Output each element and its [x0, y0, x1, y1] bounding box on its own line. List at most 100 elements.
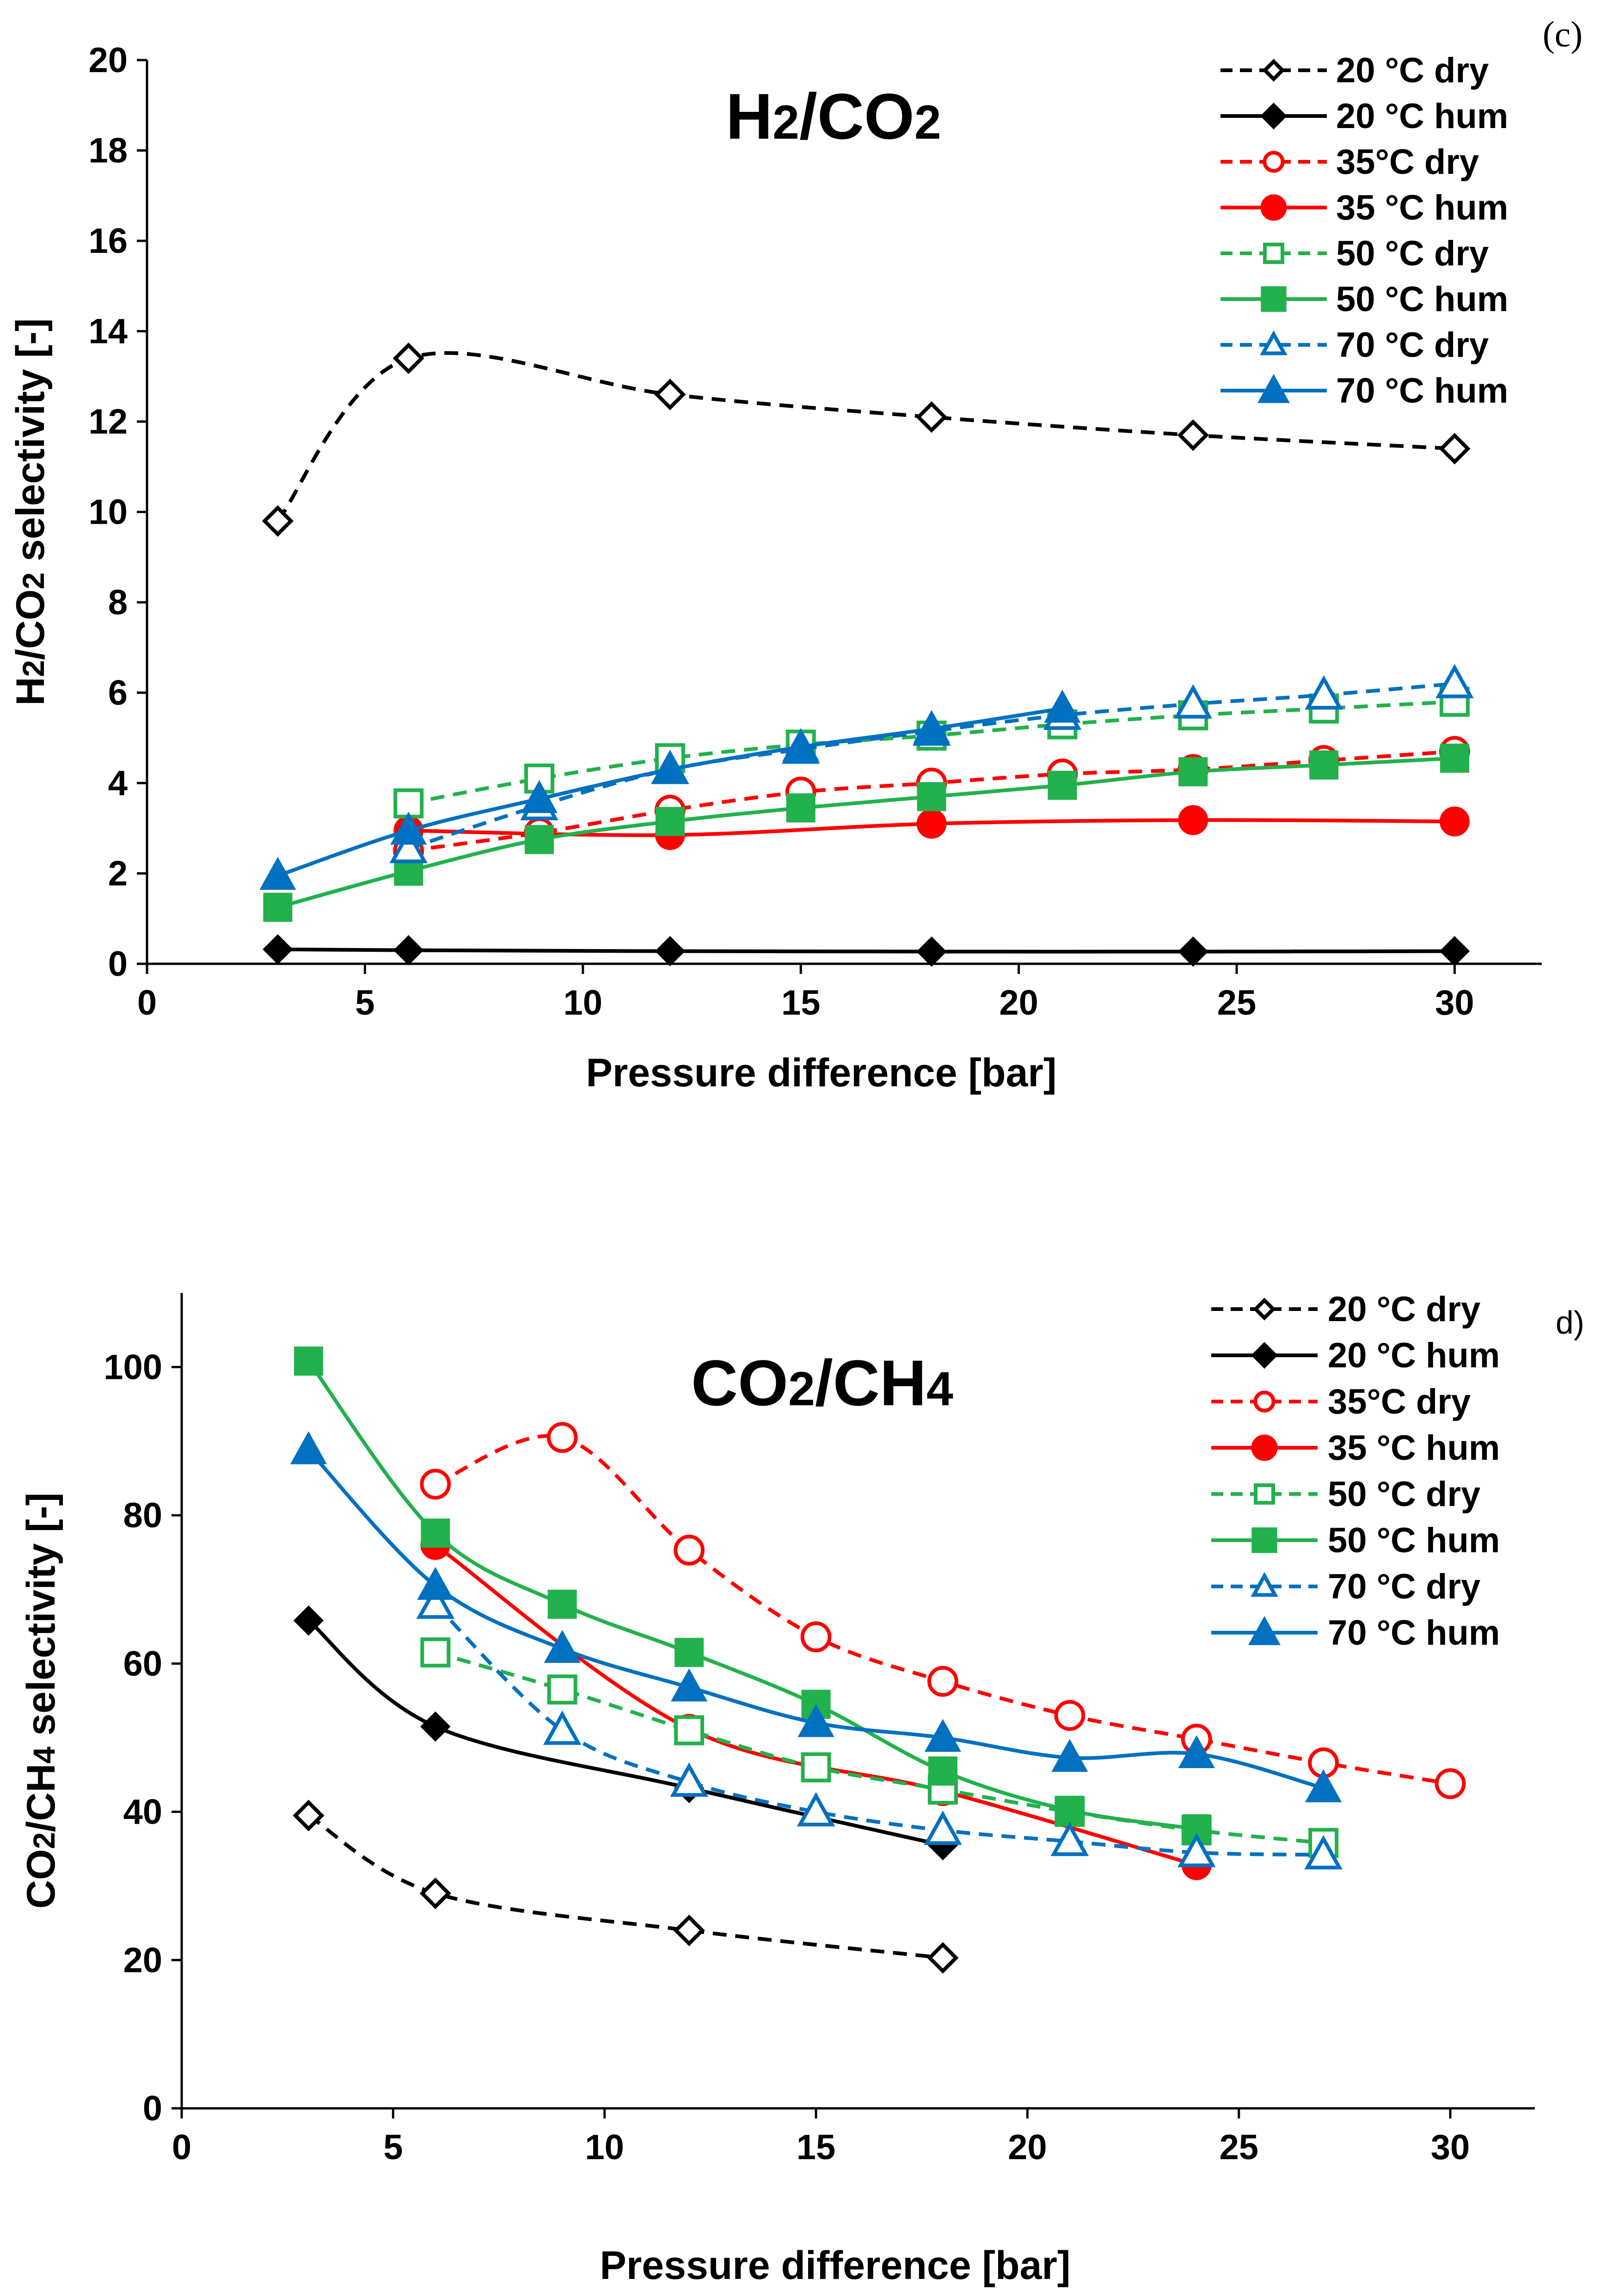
series-line: [307, 1814, 943, 1960]
legend-marker: [1260, 330, 1288, 355]
y-tick-label: 6: [108, 673, 128, 713]
data-point: [263, 934, 293, 965]
data-point: [913, 710, 950, 743]
y-tick-label: 16: [88, 221, 128, 261]
data-point: [917, 782, 946, 811]
data-point: [1178, 805, 1208, 835]
legend-entry: 20 °C hum: [1220, 97, 1508, 136]
series-70-c-hum: [259, 690, 1081, 890]
data-point: [675, 1638, 704, 1667]
x-tick-label: 10: [585, 2128, 624, 2167]
data-point: [262, 505, 294, 537]
data-point: [521, 780, 558, 813]
legend-label: 35°C dry: [1328, 1382, 1471, 1421]
panel-label: (c): [1543, 14, 1583, 54]
data-point: [1305, 675, 1343, 710]
legend-entry: 35°C dry: [1211, 1382, 1471, 1421]
legend-marker: [1263, 243, 1284, 264]
x-axis-title: Pressure difference [bar]: [600, 2243, 1070, 2288]
data-point: [543, 1710, 582, 1745]
data-point: [1054, 1700, 1085, 1731]
x-tick-label: 30: [1435, 983, 1474, 1022]
legend-label: 70 °C hum: [1328, 1613, 1500, 1653]
series-70-c-hum: [290, 1431, 1342, 1802]
legend-label: 20 °C dry: [1328, 1290, 1480, 1329]
y-tick-label: 14: [88, 312, 128, 351]
y-tick-label: 100: [104, 1347, 162, 1387]
data-point: [293, 1800, 325, 1831]
chart-panel-d: 0 20 40 60 80 100 0 5 10 15 20 25 30 Pressure differe…: [19, 1290, 1584, 2288]
data-point: [786, 793, 816, 823]
data-point: [924, 1810, 962, 1845]
legend-entry: 50 °C dry: [1211, 1475, 1480, 1514]
data-point: [1174, 684, 1213, 719]
legend-label: 35 °C hum: [1328, 1428, 1500, 1468]
data-point: [651, 750, 688, 784]
legend-label: 20 °C hum: [1328, 1336, 1500, 1375]
legend-entry: 70 °C hum: [1220, 371, 1508, 410]
legend-entry: 20 °C dry: [1220, 51, 1489, 90]
data-point: [1439, 433, 1471, 465]
x-tick-label: 20: [999, 983, 1038, 1022]
data-point: [927, 1665, 958, 1697]
legend-marker: [1251, 1527, 1277, 1553]
data-point: [393, 935, 424, 966]
legend-label: 70 °C dry: [1336, 325, 1489, 365]
data-point: [800, 1621, 832, 1653]
data-point: [1440, 743, 1469, 773]
y-tick-label: 40: [123, 1793, 162, 1832]
data-point: [1178, 1735, 1215, 1769]
data-point: [290, 1431, 327, 1464]
data-point: [915, 401, 948, 433]
data-point: [1178, 757, 1208, 787]
x-tick-label: 20: [1008, 2128, 1047, 2167]
data-point: [671, 1668, 708, 1702]
data-point: [1435, 664, 1474, 698]
legend-label: 50 °C dry: [1328, 1475, 1480, 1514]
data-point: [924, 1719, 962, 1752]
data-point: [525, 825, 554, 854]
x-tick-label: 10: [564, 983, 603, 1022]
series-35-c-dry: [420, 1422, 1466, 1800]
data-point: [673, 1914, 705, 1947]
data-point: [1305, 1769, 1342, 1802]
legend-entry: 20 °C dry: [1211, 1290, 1480, 1329]
data-point: [263, 893, 293, 922]
y-axis-title: CO2/CH4 selectivity [-]: [19, 1493, 63, 1909]
legend-marker: [1260, 103, 1287, 129]
data-point: [1177, 1833, 1216, 1867]
y-tick-label: 20: [123, 1941, 162, 1980]
data-point: [294, 1347, 323, 1376]
legend-entry: 35°C dry: [1220, 142, 1479, 182]
data-point: [782, 728, 819, 761]
legend-entry: 50 °C dry: [1220, 234, 1489, 273]
series-50-c-hum: [263, 743, 1469, 922]
y-tick-label: 18: [88, 131, 128, 171]
data-point: [420, 1711, 451, 1742]
data-point: [1048, 771, 1077, 800]
legend-marker: [1251, 1342, 1278, 1369]
series-line: [435, 1434, 1451, 1786]
legend-marker: [1260, 194, 1287, 221]
x-tick-label: 5: [383, 2128, 403, 2167]
x-tick-label: 5: [355, 983, 374, 1022]
y-tick-label: 10: [88, 493, 128, 532]
data-point: [674, 1535, 705, 1566]
data-point: [927, 1942, 959, 1974]
series-line: [277, 756, 1455, 909]
data-point: [797, 1704, 834, 1737]
x-tick-label: 0: [172, 2128, 191, 2167]
data-point: [544, 1630, 581, 1663]
data-point: [1050, 1821, 1089, 1856]
data-point: [547, 1590, 577, 1619]
series-20-c-hum: [263, 934, 1470, 967]
legend: 20 °C dry 20 °C hum 35°C dry 35 °C hum 50 °C…: [1211, 1290, 1500, 1653]
chart-panel-c: 0 2 4 6 8 10 12 14 16 18 20 0 5 10 15 20 25 30 Pressure di…: [8, 14, 1582, 1095]
data-point: [1177, 419, 1209, 451]
legend-marker: [1251, 1434, 1278, 1461]
x-tick-label: 30: [1431, 2128, 1470, 2167]
data-point: [546, 1422, 578, 1453]
chart-title: H2/CO2: [726, 80, 941, 153]
data-point: [1304, 1835, 1343, 1870]
